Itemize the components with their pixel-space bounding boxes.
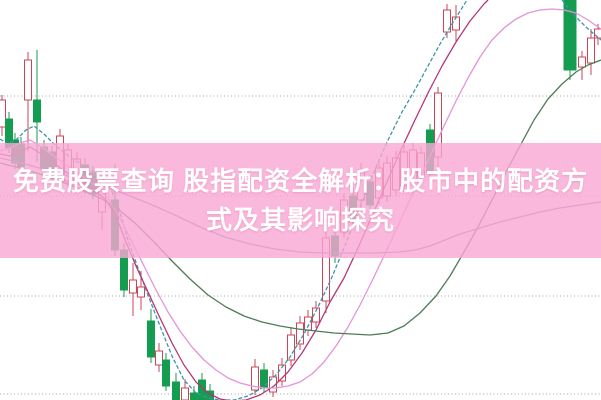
candle xyxy=(162,353,170,391)
candle xyxy=(578,51,586,80)
candle-body-up xyxy=(251,366,259,391)
candle xyxy=(312,301,320,328)
candle-body-up xyxy=(312,307,320,323)
candle xyxy=(563,0,577,80)
candle xyxy=(587,29,595,75)
candle xyxy=(172,373,180,400)
candle xyxy=(155,343,163,372)
candle-body-down xyxy=(190,392,198,400)
candle-body-up xyxy=(594,28,601,39)
candle-body-up xyxy=(304,316,312,331)
candle-body-up xyxy=(278,364,286,382)
candle-body-up xyxy=(129,279,137,294)
candle xyxy=(24,52,32,151)
candle xyxy=(147,309,155,363)
candle xyxy=(269,370,277,397)
headline-banner-overlay: 免费股票查询 股指配资全解析：股市中的配资方 式及其影响探究 xyxy=(0,143,601,258)
candle-body-down xyxy=(147,320,155,358)
candle xyxy=(190,386,198,400)
candle xyxy=(0,95,6,136)
candle xyxy=(296,316,304,350)
candle-body-down xyxy=(162,359,170,387)
headline-line-2: 式及其影响探究 xyxy=(205,204,395,235)
candle-body-up xyxy=(587,37,595,64)
candle-body-up xyxy=(287,334,295,361)
headline-line-1: 免费股票查询 股指配资全解析：股市中的配资方 xyxy=(12,165,589,196)
candle-body-up xyxy=(0,99,6,128)
candle-body-up xyxy=(452,16,460,31)
candle-body-up xyxy=(181,387,189,400)
candle-body-up xyxy=(578,56,586,68)
candle xyxy=(251,359,259,395)
candle-body-up xyxy=(137,286,145,298)
candle-body-up xyxy=(155,350,163,366)
candle xyxy=(287,327,295,366)
candle-body-down xyxy=(33,99,41,123)
candle-body-down xyxy=(172,381,180,400)
candle xyxy=(129,263,137,316)
candle-body-up xyxy=(24,59,32,101)
candle-body-down xyxy=(260,369,268,388)
candle xyxy=(181,379,189,400)
candle-body-up xyxy=(269,376,277,393)
candle xyxy=(260,363,268,392)
ma-fast-teal-right xyxy=(561,0,601,41)
candle-body-up xyxy=(296,322,304,345)
candle-body-down xyxy=(563,0,577,71)
candle xyxy=(278,358,286,386)
